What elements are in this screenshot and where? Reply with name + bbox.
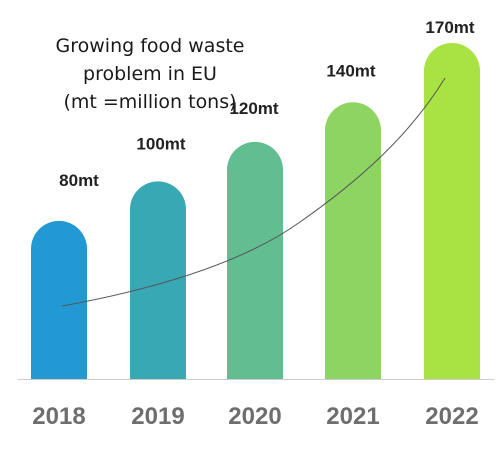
- x-tick-2021: 2021: [326, 403, 379, 430]
- bar-2019: [130, 181, 186, 379]
- bar-2018: [31, 220, 87, 379]
- bar-2021: [325, 102, 381, 379]
- bar-2022: [424, 43, 480, 379]
- data-label-2022: 170mt: [425, 18, 474, 37]
- chart-title-line-3: (mt =million tons): [63, 91, 236, 113]
- data-label-2021: 140mt: [326, 61, 375, 80]
- value-labels-group: 80mt 100mt 120mt 140mt 170mt: [59, 18, 475, 190]
- x-tick-2018: 2018: [32, 403, 85, 430]
- chart-title-line-1: Growing food waste: [56, 35, 245, 57]
- bars-group: [31, 43, 480, 379]
- x-tick-2022: 2022: [425, 403, 478, 430]
- trend-line: [61, 77, 446, 307]
- data-label-2018: 80mt: [59, 171, 99, 190]
- data-label-2019: 100mt: [136, 134, 185, 153]
- bar-2020: [227, 141, 283, 379]
- x-tick-labels-group: 2018 2019 2020 2021 2022: [32, 403, 478, 430]
- chart-title-line-2: problem in EU: [83, 63, 217, 85]
- x-tick-2019: 2019: [131, 403, 184, 430]
- data-label-2020: 120mt: [229, 99, 278, 118]
- x-tick-2020: 2020: [228, 403, 281, 430]
